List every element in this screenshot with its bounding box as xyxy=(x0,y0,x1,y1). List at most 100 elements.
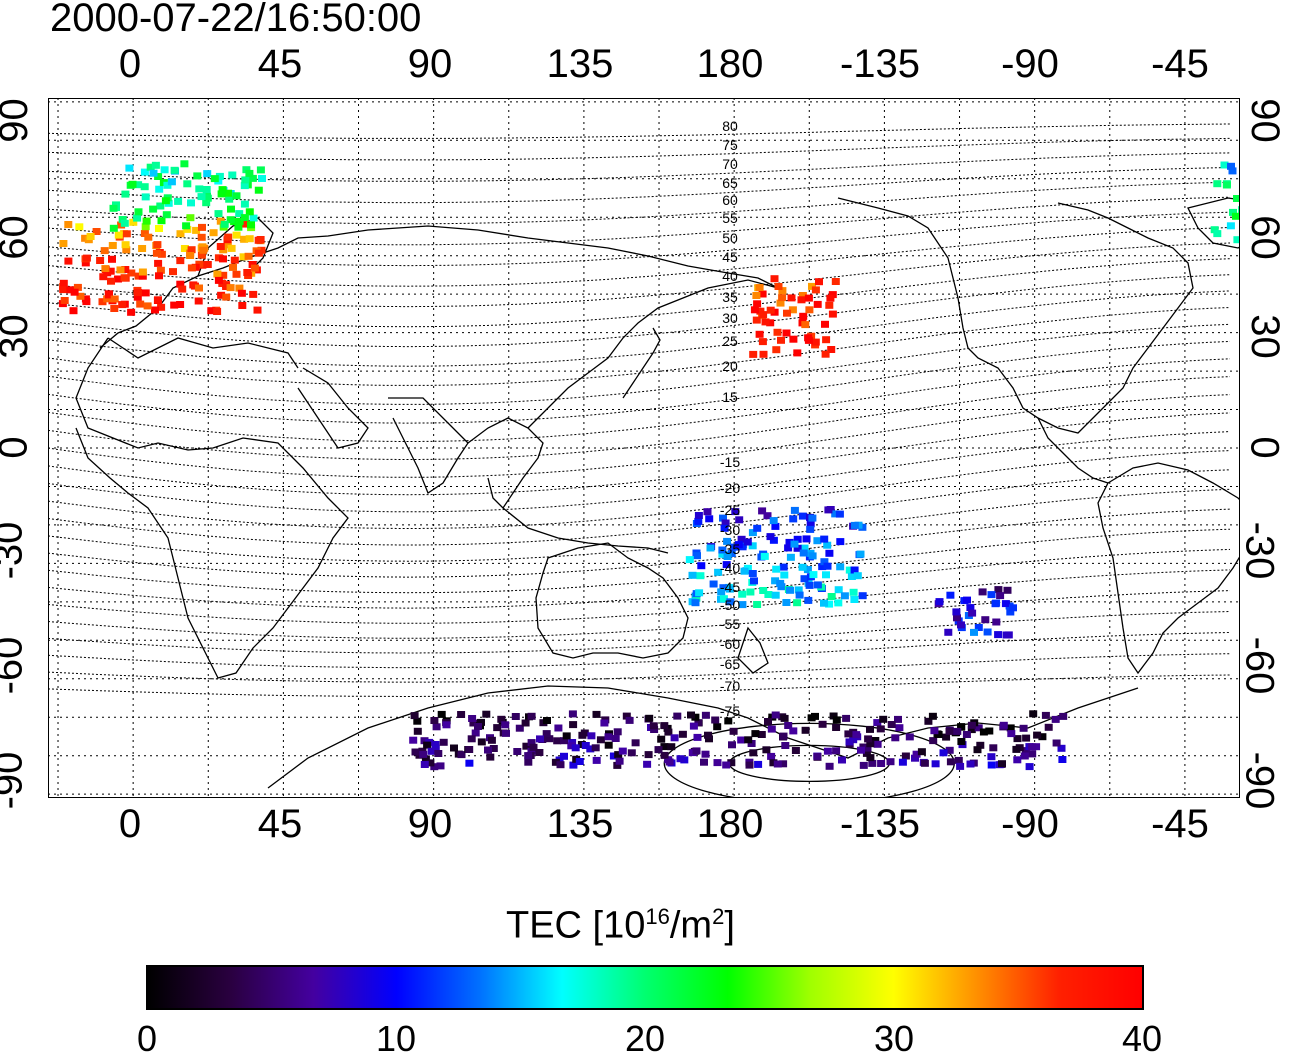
tec-point xyxy=(414,728,422,735)
tec-point xyxy=(1000,722,1008,729)
tec-point xyxy=(493,724,501,731)
tec-point xyxy=(1223,182,1231,189)
tec-point xyxy=(141,183,149,190)
top-lon-tick: -45 xyxy=(1151,42,1209,87)
tec-point xyxy=(587,732,595,739)
tec-point xyxy=(198,224,206,231)
tec-point xyxy=(101,265,109,272)
mlat-label: -70 xyxy=(720,678,740,694)
tec-point xyxy=(695,589,703,596)
tec-point xyxy=(955,757,963,764)
tec-point xyxy=(996,592,1004,599)
tec-point xyxy=(793,349,801,356)
tec-point xyxy=(1028,743,1036,750)
tec-point xyxy=(760,351,768,358)
tec-point xyxy=(812,286,820,293)
tec-point xyxy=(170,302,178,309)
mlat-contour xyxy=(48,259,1230,327)
tec-point xyxy=(754,761,762,768)
tec-point xyxy=(835,586,843,593)
top-lon-tick: 90 xyxy=(408,42,453,87)
tec-point xyxy=(153,250,161,257)
tec-point xyxy=(195,285,203,292)
mlat-label: 20 xyxy=(722,358,738,374)
tec-point xyxy=(792,747,800,754)
tec-point xyxy=(857,551,865,558)
tec-point xyxy=(796,592,804,599)
tec-point xyxy=(123,230,131,237)
mlat-label: 15 xyxy=(722,389,738,405)
tec-point xyxy=(501,721,509,728)
tec-point xyxy=(193,172,201,179)
tec-point xyxy=(704,732,712,739)
tec-point xyxy=(121,191,129,198)
tec-point xyxy=(443,721,451,728)
colorbar-title-unit-exp: 2 xyxy=(712,904,724,929)
tec-point xyxy=(512,713,520,720)
tec-point xyxy=(752,292,760,299)
tec-point xyxy=(474,723,482,730)
tec-point xyxy=(619,748,627,755)
tec-point xyxy=(822,571,830,578)
tec-point xyxy=(749,749,757,756)
tec-point xyxy=(233,232,241,239)
tec-point xyxy=(1053,740,1061,747)
tec-point xyxy=(228,172,236,179)
tec-point xyxy=(987,753,995,760)
tec-point xyxy=(767,533,775,540)
bottom-lon-tick: 0 xyxy=(119,802,141,847)
tec-point xyxy=(524,752,532,759)
mlat-contour xyxy=(48,359,1230,442)
tec-point xyxy=(891,734,899,741)
tec-point xyxy=(554,725,562,732)
tec-point xyxy=(150,170,158,177)
tec-point xyxy=(484,747,492,754)
tec-point xyxy=(1059,713,1067,720)
tec-point xyxy=(737,737,745,744)
mlat-label: 65 xyxy=(722,175,738,191)
tec-point xyxy=(238,290,246,297)
tec-point xyxy=(149,206,157,213)
tec-point xyxy=(241,176,249,183)
tec-point xyxy=(215,277,223,284)
tec-point xyxy=(778,294,786,301)
tec-point xyxy=(809,571,817,578)
tec-point xyxy=(224,234,232,241)
tec-point xyxy=(679,731,687,738)
tec-point xyxy=(434,750,442,757)
tec-point xyxy=(994,586,1002,593)
right-lat-tick: 30 xyxy=(1242,314,1287,359)
tec-point xyxy=(673,713,681,720)
tec-point xyxy=(411,712,419,719)
tec-point xyxy=(992,619,1000,626)
tec-point xyxy=(238,302,246,309)
tec-point xyxy=(524,759,532,766)
mlat-label: 55 xyxy=(722,210,738,226)
tec-point xyxy=(118,301,126,308)
tec-point xyxy=(127,309,135,316)
tec-point xyxy=(465,746,473,753)
tec-point xyxy=(697,562,705,569)
tec-point xyxy=(992,600,1000,607)
tec-point xyxy=(1058,756,1066,763)
tec-point xyxy=(980,729,988,736)
tec-point xyxy=(488,737,496,744)
tec-point xyxy=(952,608,960,615)
tec-point xyxy=(804,597,812,604)
tec-point xyxy=(836,563,844,570)
tec-point xyxy=(746,589,754,596)
tec-point xyxy=(513,748,521,755)
tec-point xyxy=(820,536,828,543)
tec-point xyxy=(243,269,251,276)
tec-point xyxy=(133,215,141,222)
tec-point xyxy=(171,167,179,174)
tec-point xyxy=(814,301,822,308)
tec-point xyxy=(138,245,146,252)
tec-point xyxy=(793,599,801,606)
tec-point xyxy=(824,563,832,570)
tec-point xyxy=(814,581,822,588)
tec-point xyxy=(83,255,91,262)
tec-point xyxy=(689,572,697,579)
tec-point xyxy=(728,741,736,748)
tec-point xyxy=(957,621,965,628)
